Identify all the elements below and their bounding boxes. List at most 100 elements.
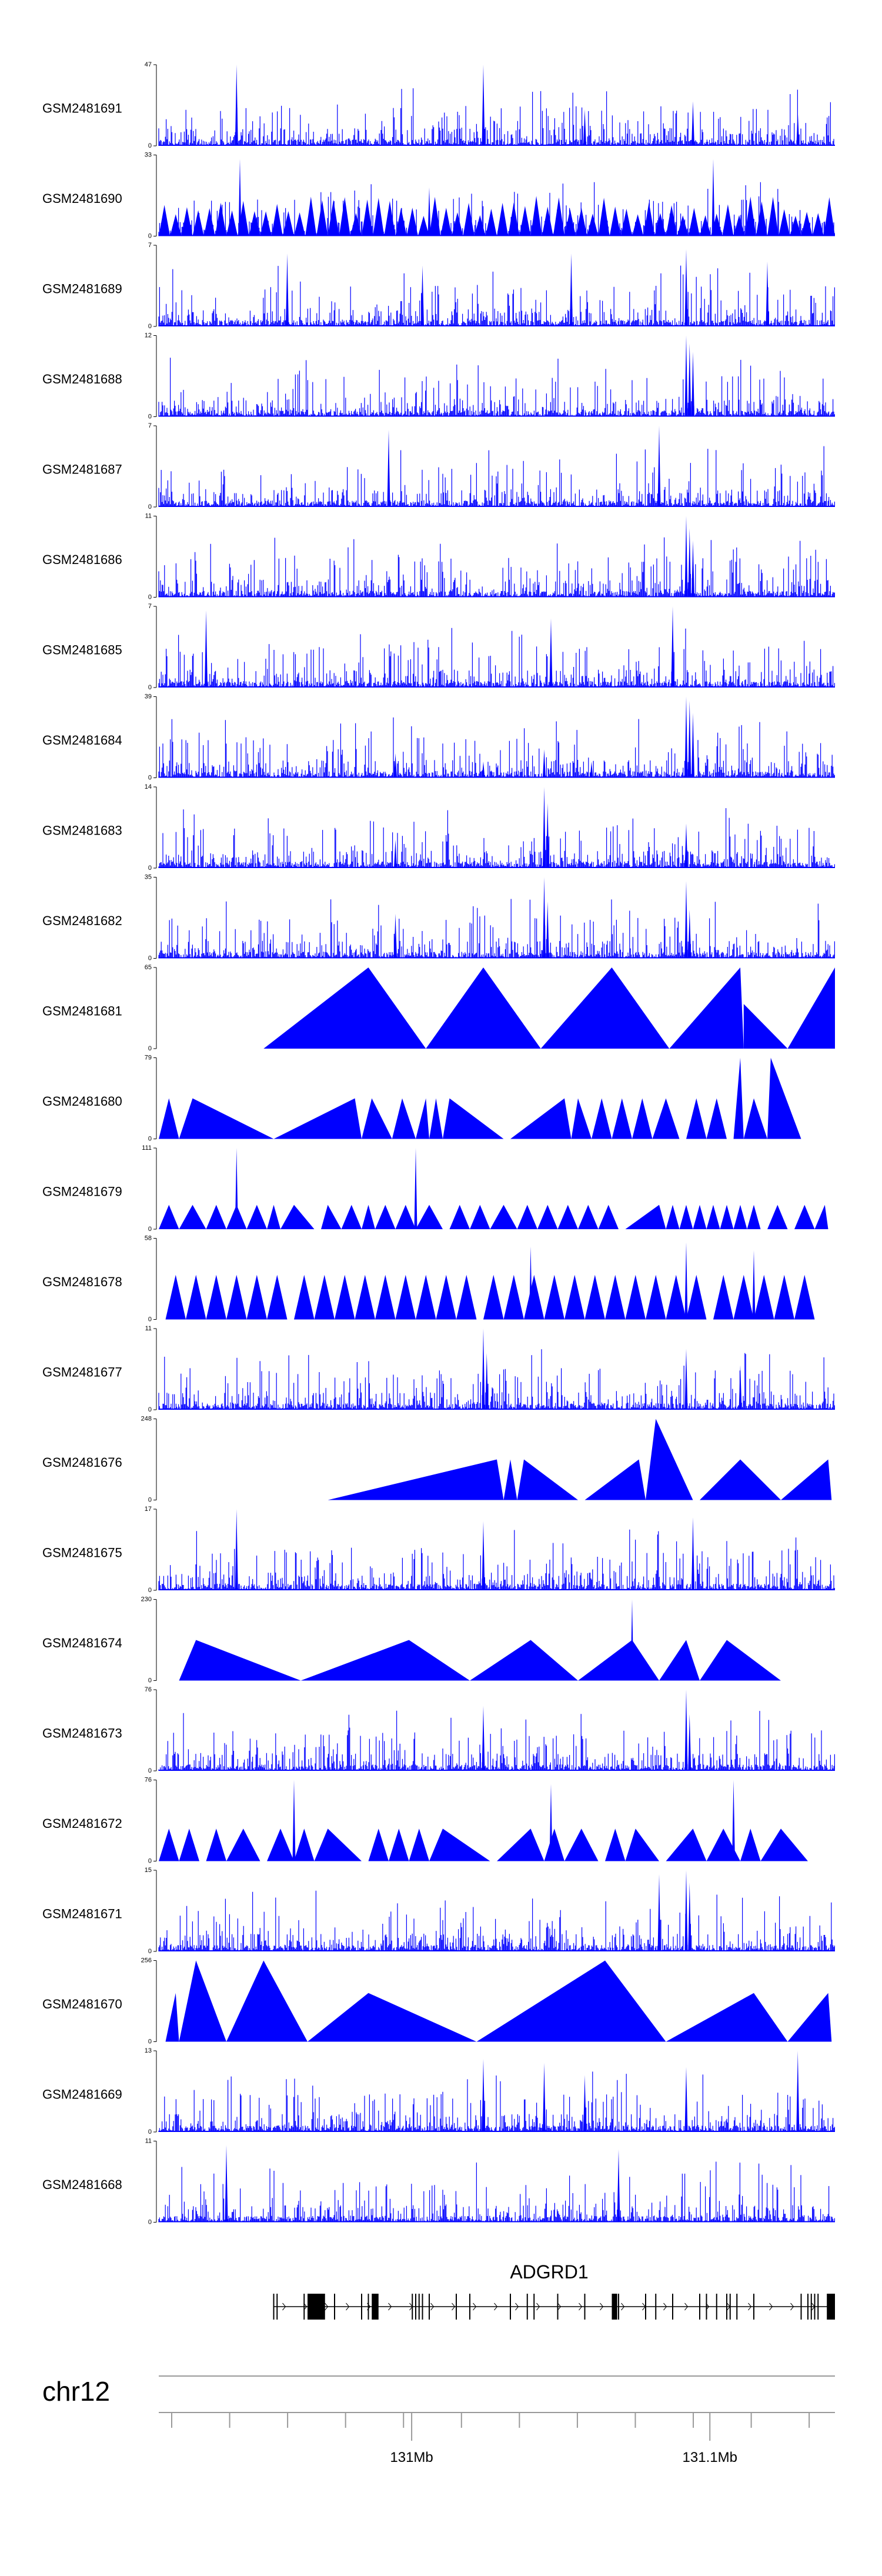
signal-peak [688,909,691,959]
signal-triangle [733,1204,747,1229]
signal-triangle [790,215,801,236]
signal-triangle [544,1274,564,1320]
y-max-label: 33 [145,151,152,158]
y-max-label: 79 [145,1054,152,1061]
signal-bars [158,358,835,417]
signal-peak [482,65,485,146]
signal-triangle [409,1828,429,1861]
signal-peak [590,761,593,778]
signal-triangle [557,1204,578,1229]
y-max-label: 76 [145,1776,152,1783]
signal-triangle [436,1274,456,1320]
track-label: GSM2481676 [42,1455,122,1470]
signal-peak [691,352,694,417]
signal-triangle [686,1098,707,1139]
signal-triangle [625,1204,666,1229]
signal-peak [394,839,397,868]
signal-triangle [508,202,520,236]
signal-peak [691,540,694,598]
signal-triangle [474,215,486,236]
signal-peak [485,1353,489,1410]
y-min-label: 0 [148,1135,152,1142]
signal-triangle [733,1274,754,1320]
y-max-label: 47 [145,61,152,68]
signal-peak [684,1349,688,1410]
strand-arrow [515,2303,519,2311]
signal-triangle [470,1640,578,1681]
signal-peak [796,2051,800,2132]
signal-peak [684,881,688,959]
y-min-label: 0 [148,865,152,872]
signal-triangle [429,1828,490,1861]
signal-triangle [246,1274,267,1320]
signal-triangle [503,1459,517,1500]
signal-triangle [260,211,272,236]
signal-bars [158,1890,835,1951]
gene-exon-block [827,2294,835,2320]
signal-peak [583,109,586,146]
signal-triangle [767,196,779,236]
y-min-label: 0 [148,1857,152,1864]
signal-triangle [524,1274,544,1320]
track-label: GSM2481680 [42,1094,122,1109]
signal-triangle [440,208,452,236]
signal-peak [286,253,289,326]
signal-triangle [620,209,632,236]
signal-bars [158,628,835,688]
y-min-label: 0 [148,2128,152,2135]
signal-triangle [294,1274,315,1320]
signal-triangle [598,198,610,236]
signal-peak [684,1242,688,1320]
signal-triangle [794,1274,815,1320]
signal-triangle [720,1204,734,1229]
signal-triangle [497,202,509,236]
signal-triangle [625,1274,646,1320]
signal-triangle [722,204,734,236]
signal-peak [543,787,546,868]
signal-triangle [814,1204,828,1229]
signal-triangle [294,212,306,236]
signal-triangle [273,1098,362,1139]
signal-triangle [165,1274,186,1320]
signal-triangle [700,1459,781,1500]
signal-peak [238,159,242,236]
signal-triangle [666,1274,686,1320]
signal-bars [158,2161,835,2223]
y-min-label: 0 [148,503,152,510]
signal-triangle [544,1828,564,1861]
signal-peak [684,335,688,417]
signal-triangle [267,1204,280,1229]
track-label: GSM2481684 [42,733,122,748]
signal-peak [691,713,694,778]
signal-triangle [308,1993,477,2042]
signal-triangle [743,1098,767,1139]
y-min-label: 0 [148,2218,152,2225]
signal-triangle [632,1098,653,1139]
signal-triangle [666,205,677,236]
signal-triangle [456,1274,477,1320]
signal-peak [394,913,397,959]
signal-triangle [654,213,666,236]
track-label: GSM2481668 [42,2177,122,2192]
signal-triangle [316,200,328,236]
signal-bars [158,899,835,959]
signal-peak [684,249,688,326]
signal-bars [158,182,835,236]
signal-peak [482,761,485,778]
signal-triangle [747,1204,761,1229]
signal-triangle [743,1004,788,1049]
signal-triangle [530,196,542,236]
signal-bars [158,808,835,868]
signal-triangle [159,205,171,236]
strand-arrow [600,2303,604,2311]
signal-peak [543,749,546,778]
y-max-label: 65 [145,964,152,971]
signal-peak [796,112,800,146]
signal-triangle [362,1098,392,1139]
signal-triangle [282,211,294,236]
signal-triangle [206,1204,226,1229]
signal-triangle [192,210,204,236]
signal-triangle [794,1204,815,1229]
gene-label: ADGRD1 [510,2261,588,2283]
signal-triangle [652,1098,680,1139]
